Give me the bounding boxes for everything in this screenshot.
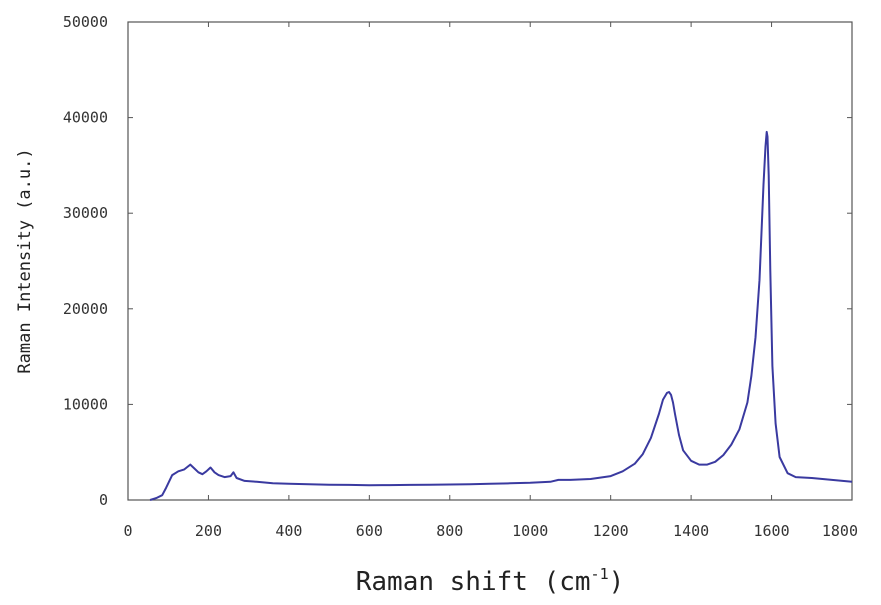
series-line-spectrum (149, 130, 853, 501)
y-axis-ticks: 0 10000 20000 30000 40000 50000 (63, 13, 852, 509)
x-tick-label: 800 (436, 522, 463, 540)
y-tick-label: 10000 (63, 395, 108, 413)
x-tick-label: 1400 (673, 522, 709, 540)
x-axis-title-main: Raman shift (cm (356, 567, 591, 597)
x-tick-label: 200 (195, 522, 222, 540)
y-axis-title: Raman Intensity (a.u.) (15, 148, 35, 373)
x-tick-label: 1000 (512, 522, 548, 540)
y-tick-label: 30000 (63, 204, 108, 222)
x-tick-label: 1600 (753, 522, 789, 540)
y-tick-label: 50000 (63, 13, 108, 31)
x-tick-label: 400 (275, 522, 302, 540)
y-tick-label: 20000 (63, 300, 108, 318)
x-tick-label: 0 (123, 522, 132, 540)
x-axis-title: Raman shift (cm-1) (356, 565, 625, 597)
x-tick-label: 600 (356, 522, 383, 540)
x-axis-title-close: ) (609, 567, 625, 597)
x-axis-ticks: 0 200 400 600 800 1000 1200 1400 1600 1800 (123, 22, 858, 540)
plot-area (127, 21, 853, 501)
y-tick-label: 0 (99, 491, 108, 509)
y-tick-label: 40000 (63, 109, 108, 127)
x-tick-label: 1800 (822, 522, 858, 540)
x-tick-label: 1200 (593, 522, 629, 540)
x-axis-title-superscript: -1 (591, 565, 609, 583)
